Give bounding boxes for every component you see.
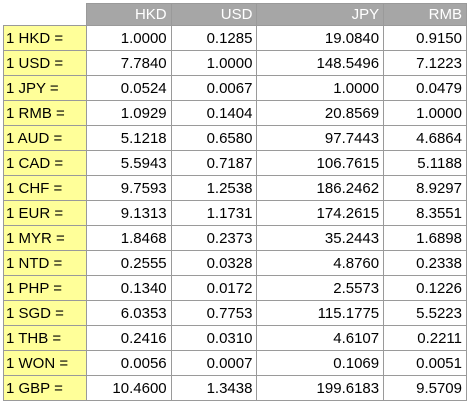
rate-cell-hkd: 0.2416 — [85, 325, 172, 351]
rate-cell-hkd: 0.0524 — [85, 75, 172, 101]
table-row: 1 THB = 0.2416 0.0310 4.6107 0.2211 — [3, 325, 467, 351]
table-row: 1 EUR = 9.1313 1.1731 174.2615 8.3551 — [3, 200, 467, 226]
rate-cell-usd: 0.7187 — [170, 150, 258, 176]
row-label: 1 HKD = — [3, 25, 87, 51]
rate-cell-hkd: 0.0056 — [85, 350, 172, 376]
rate-cell-usd: 0.0172 — [170, 275, 258, 301]
rate-cell-hkd: 0.1340 — [85, 275, 172, 301]
row-label: 1 WON = — [3, 350, 87, 376]
table-row: 1 PHP = 0.1340 0.0172 2.5573 0.1226 — [3, 275, 467, 301]
row-label: 1 RMB = — [3, 100, 87, 126]
rate-cell-hkd: 5.5943 — [85, 150, 172, 176]
rate-cell-usd: 0.6580 — [170, 125, 258, 151]
column-header-rmb: RMB — [383, 3, 467, 26]
rate-cell-usd: 0.7753 — [170, 300, 258, 326]
rate-cell-usd: 0.1285 — [170, 25, 258, 51]
row-label: 1 USD = — [3, 50, 87, 76]
exchange-rate-table: HKD USD JPY RMB 1 HKD = 1.0000 0.1285 19.08… — [3, 3, 467, 401]
rate-cell-jpy: 4.6107 — [256, 325, 385, 351]
rate-cell-usd: 1.0000 — [170, 50, 258, 76]
table-row: 1 AUD = 5.1218 0.6580 97.7443 4.6864 — [3, 125, 467, 151]
rate-cell-rmb: 5.5223 — [383, 300, 467, 326]
rate-cell-hkd: 1.0929 — [85, 100, 172, 126]
table-row: 1 CAD = 5.5943 0.7187 106.7615 5.1188 — [3, 150, 467, 176]
table-row: 1 SGD = 6.0353 0.7753 115.1775 5.5223 — [3, 300, 467, 326]
rate-cell-jpy: 106.7615 — [256, 150, 385, 176]
rate-cell-hkd: 1.8468 — [85, 225, 172, 251]
rate-cell-jpy: 186.2462 — [256, 175, 385, 201]
table-row: 1 CHF = 9.7593 1.2538 186.2462 8.9297 — [3, 175, 467, 201]
row-label: 1 MYR = — [3, 225, 87, 251]
row-label: 1 CHF = — [3, 175, 87, 201]
rate-cell-hkd: 5.1218 — [85, 125, 172, 151]
rate-cell-jpy: 174.2615 — [256, 200, 385, 226]
rate-cell-usd: 0.0310 — [170, 325, 258, 351]
table-row: 1 NTD = 0.2555 0.0328 4.8760 0.2338 — [3, 250, 467, 276]
rate-cell-jpy: 4.8760 — [256, 250, 385, 276]
row-label: 1 AUD = — [3, 125, 87, 151]
rate-cell-jpy: 20.8569 — [256, 100, 385, 126]
rate-cell-rmb: 0.1226 — [383, 275, 467, 301]
row-label: 1 CAD = — [3, 150, 87, 176]
table-row: 1 WON = 0.0056 0.0007 0.1069 0.0051 — [3, 350, 467, 376]
table-header: HKD USD JPY RMB — [3, 3, 467, 26]
table-row: 1 USD = 7.7840 1.0000 148.5496 7.1223 — [3, 50, 467, 76]
column-header-jpy: JPY — [256, 3, 385, 26]
row-label: 1 JPY = — [3, 75, 87, 101]
rate-cell-rmb: 1.6898 — [383, 225, 467, 251]
rate-cell-usd: 0.0328 — [170, 250, 258, 276]
rate-cell-usd: 0.0067 — [170, 75, 258, 101]
table-body: 1 HKD = 1.0000 0.1285 19.0840 0.9150 1 USD = 7… — [3, 25, 467, 401]
column-header-usd: USD — [170, 3, 258, 26]
rate-cell-jpy: 1.0000 — [256, 75, 385, 101]
row-label: 1 SGD = — [3, 300, 87, 326]
rate-cell-usd: 0.0007 — [170, 350, 258, 376]
rate-cell-rmb: 1.0000 — [383, 100, 467, 126]
rate-cell-hkd: 7.7840 — [85, 50, 172, 76]
rate-cell-rmb: 0.2211 — [383, 325, 467, 351]
rate-cell-usd: 0.2373 — [170, 225, 258, 251]
row-label: 1 GBP = — [3, 375, 87, 401]
rate-cell-rmb: 8.9297 — [383, 175, 467, 201]
table-row: 1 MYR = 1.8468 0.2373 35.2443 1.6898 — [3, 225, 467, 251]
rate-cell-jpy: 115.1775 — [256, 300, 385, 326]
rate-cell-usd: 1.2538 — [170, 175, 258, 201]
rate-cell-hkd: 6.0353 — [85, 300, 172, 326]
rate-cell-rmb: 7.1223 — [383, 50, 467, 76]
table-row: 1 GBP = 10.4600 1.3438 199.6183 9.5709 — [3, 375, 467, 401]
rate-cell-rmb: 0.9150 — [383, 25, 467, 51]
rate-cell-rmb: 4.6864 — [383, 125, 467, 151]
rate-cell-jpy: 97.7443 — [256, 125, 385, 151]
rate-cell-hkd: 9.7593 — [85, 175, 172, 201]
column-header-hkd: HKD — [85, 3, 172, 26]
table-row: 1 HKD = 1.0000 0.1285 19.0840 0.9150 — [3, 25, 467, 51]
rate-cell-rmb: 5.1188 — [383, 150, 467, 176]
header-corner — [3, 3, 87, 26]
table-row: 1 JPY = 0.0524 0.0067 1.0000 0.0479 — [3, 75, 467, 101]
rate-cell-jpy: 19.0840 — [256, 25, 385, 51]
table-row: 1 RMB = 1.0929 0.1404 20.8569 1.0000 — [3, 100, 467, 126]
rate-cell-jpy: 2.5573 — [256, 275, 385, 301]
header-row: HKD USD JPY RMB — [3, 3, 467, 26]
rate-cell-jpy: 148.5496 — [256, 50, 385, 76]
rate-cell-usd: 0.1404 — [170, 100, 258, 126]
rate-cell-jpy: 35.2443 — [256, 225, 385, 251]
rate-cell-hkd: 0.2555 — [85, 250, 172, 276]
row-label: 1 PHP = — [3, 275, 87, 301]
rate-cell-rmb: 8.3551 — [383, 200, 467, 226]
rate-cell-rmb: 0.0479 — [383, 75, 467, 101]
rate-cell-usd: 1.3438 — [170, 375, 258, 401]
rate-cell-rmb: 0.0051 — [383, 350, 467, 376]
rate-cell-usd: 1.1731 — [170, 200, 258, 226]
rate-cell-hkd: 9.1313 — [85, 200, 172, 226]
rate-cell-jpy: 199.6183 — [256, 375, 385, 401]
rate-cell-rmb: 9.5709 — [383, 375, 467, 401]
row-label: 1 THB = — [3, 325, 87, 351]
rate-cell-jpy: 0.1069 — [256, 350, 385, 376]
row-label: 1 EUR = — [3, 200, 87, 226]
rate-cell-rmb: 0.2338 — [383, 250, 467, 276]
rate-cell-hkd: 1.0000 — [85, 25, 172, 51]
rate-cell-hkd: 10.4600 — [85, 375, 172, 401]
row-label: 1 NTD = — [3, 250, 87, 276]
